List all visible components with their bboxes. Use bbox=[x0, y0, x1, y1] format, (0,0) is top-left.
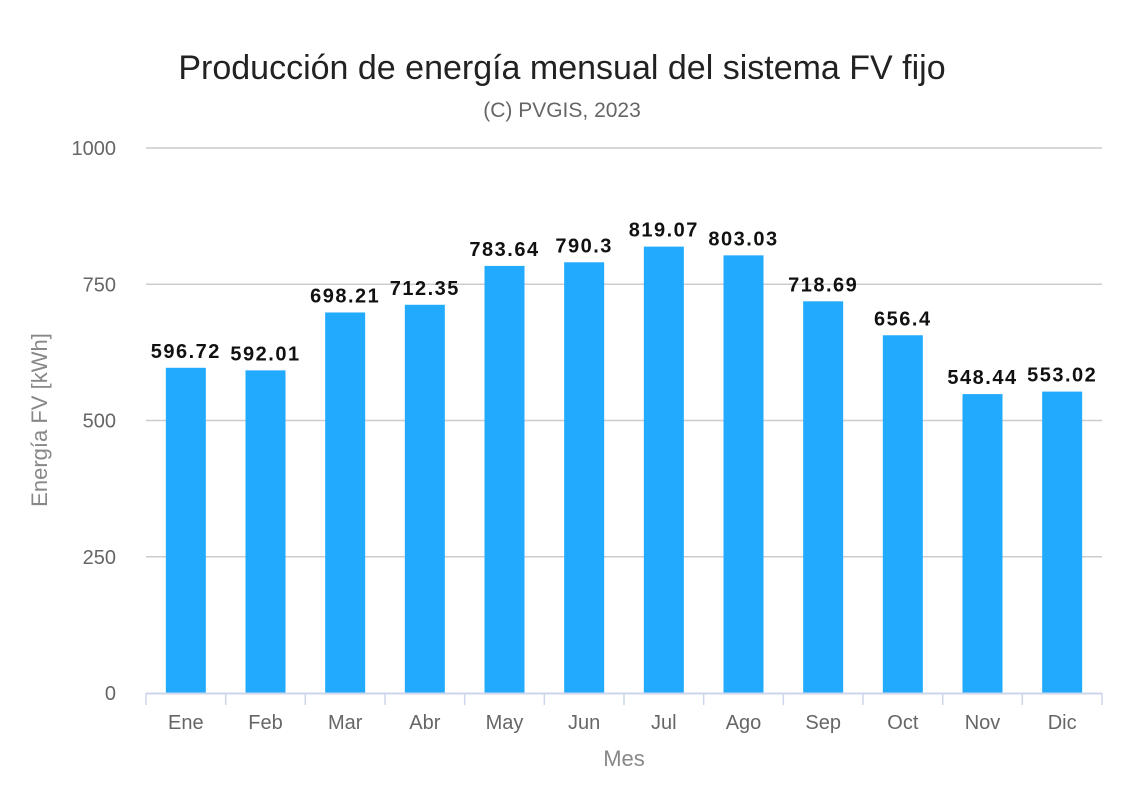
data-label: 783.64 bbox=[469, 239, 539, 261]
x-tick-label: May bbox=[486, 712, 524, 734]
bar-feb bbox=[245, 370, 286, 693]
x-tick-label: Feb bbox=[248, 712, 282, 734]
x-axis-title: Mes bbox=[603, 746, 645, 771]
data-label: 718.69 bbox=[788, 274, 858, 296]
bar-sep bbox=[803, 301, 844, 693]
y-tick-label: 250 bbox=[83, 547, 116, 569]
data-label: 553.02 bbox=[1027, 365, 1097, 387]
x-tick-label: Ene bbox=[168, 712, 204, 734]
gridlines bbox=[146, 147, 1102, 558]
x-tick-label: Ago bbox=[726, 712, 762, 734]
bar-nov bbox=[962, 394, 1003, 693]
data-labels: 596.72 592.01 698.21 712.35 783.64 790.3 819.0… bbox=[151, 220, 1097, 389]
bar-jul bbox=[643, 246, 684, 693]
x-tick-label: Mar bbox=[328, 712, 363, 734]
y-tick-label: 1000 bbox=[72, 138, 117, 160]
data-label: 790.3 bbox=[555, 235, 613, 257]
x-axis: Ene Feb Mar Abr May Jun Jul Ago Sep Oct Nov Dic bbox=[145, 692, 1103, 734]
data-label: 712.35 bbox=[390, 278, 460, 300]
y-tick-label: 750 bbox=[83, 274, 116, 296]
y-axis-title: Energía FV [kWh] bbox=[27, 333, 52, 507]
x-tick-label: Jun bbox=[568, 712, 600, 734]
data-label: 819.07 bbox=[629, 220, 699, 242]
bar-mar bbox=[325, 312, 366, 693]
x-tick-label: Jul bbox=[651, 712, 677, 734]
y-axis-ticks: 0 250 500 750 1000 bbox=[72, 138, 117, 705]
bars bbox=[165, 246, 1083, 694]
data-label: 803.03 bbox=[708, 228, 778, 250]
bar-ago bbox=[723, 255, 764, 694]
data-label: 592.01 bbox=[230, 343, 300, 365]
bar-may bbox=[484, 265, 525, 693]
bar-oct bbox=[882, 335, 923, 693]
chart-title: Producción de energía mensual del sistem… bbox=[178, 49, 945, 87]
x-tick-label: Dic bbox=[1048, 712, 1077, 734]
bar-jun bbox=[564, 262, 605, 693]
data-label: 698.21 bbox=[310, 285, 380, 307]
data-label: 596.72 bbox=[151, 341, 221, 363]
y-tick-label: 500 bbox=[83, 411, 116, 433]
x-tick-label: Nov bbox=[965, 712, 1001, 734]
x-tick-label: Abr bbox=[409, 712, 440, 734]
data-label: 656.4 bbox=[874, 308, 932, 330]
bar-abr bbox=[404, 304, 445, 693]
bar-ene bbox=[165, 367, 206, 693]
x-tick-label: Oct bbox=[887, 712, 919, 734]
y-tick-label: 0 bbox=[105, 683, 116, 705]
data-label: 548.44 bbox=[947, 367, 1017, 389]
bar-dic bbox=[1042, 391, 1083, 693]
x-tick-label: Sep bbox=[805, 712, 841, 734]
chart-subtitle: (C) PVGIS, 2023 bbox=[483, 99, 641, 122]
